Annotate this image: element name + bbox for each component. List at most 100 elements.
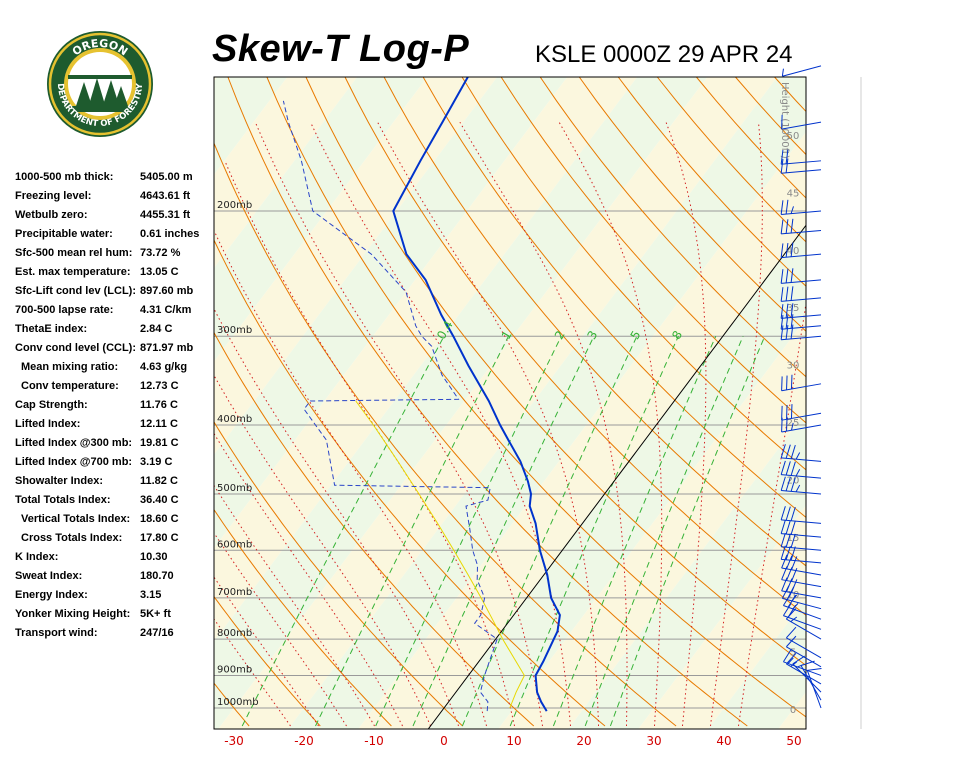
index-value: 18.60 C xyxy=(140,513,179,525)
index-row: Precipitable water: 0.61 inches xyxy=(15,225,215,244)
axis-labels: 0.4 1 2 3 5 8200mb300mb400mb500mb600mb700mb80… xyxy=(213,76,807,748)
index-value: 12.11 C xyxy=(140,418,178,430)
index-row: 700-500 lapse rate: 4.31 C/km xyxy=(15,301,215,320)
height-tick-label: 0 xyxy=(790,705,796,716)
dry-adiabat xyxy=(344,77,806,616)
temperature-band xyxy=(0,77,77,729)
index-value: 19.81 C xyxy=(140,437,179,449)
index-row: Est. max temperature: 13.05 C xyxy=(15,263,215,282)
mixing-ratio-line xyxy=(461,335,638,727)
temperature-trace xyxy=(392,77,561,712)
wind-barb xyxy=(780,286,822,302)
index-label: Conv cond level (CCL): xyxy=(15,342,137,354)
index-value: 4.31 C/km xyxy=(140,304,192,316)
index-row: 1000-500 mb thick: 5405.00 m xyxy=(15,168,215,187)
dry-adiabat xyxy=(578,77,806,332)
mixing-ratio-line xyxy=(412,335,595,727)
wind-barb xyxy=(781,577,822,599)
wind-barb xyxy=(780,268,822,284)
height-tick-label: 40 xyxy=(787,246,800,257)
wind-barb xyxy=(781,374,822,392)
moist-adiabat xyxy=(254,122,543,727)
index-label: ThetaE index: xyxy=(15,323,88,335)
temperature-tick-label: 50 xyxy=(786,734,801,748)
temperature-band xyxy=(498,318,806,729)
index-label: Precipitable water: xyxy=(15,228,113,240)
index-row: Cap Strength: 11.76 C xyxy=(15,396,215,415)
index-value: 3.19 C xyxy=(140,456,173,468)
moist-adiabat xyxy=(214,618,291,727)
pressure-label: 900mb xyxy=(217,664,252,675)
temperature-tick-label: -10 xyxy=(364,734,384,748)
dry-adiabat xyxy=(214,331,535,727)
zero-isotherm xyxy=(427,224,806,729)
index-row: Freezing level: 4643.61 ft xyxy=(15,187,215,206)
temperature-band xyxy=(218,77,778,729)
pressure-label: 400mb xyxy=(217,414,252,425)
wind-barb xyxy=(785,652,822,685)
wind-barb xyxy=(780,519,822,538)
wind-barb xyxy=(780,149,822,165)
wind-barb xyxy=(780,532,822,551)
index-row: Vertical Totals Index: 18.60 C xyxy=(15,510,215,529)
temperature-band xyxy=(778,692,806,729)
index-row: Energy Index: 3.15 xyxy=(15,586,215,605)
svg-text:OREGON: OREGON xyxy=(70,37,130,59)
index-label: Transport wind: xyxy=(15,627,98,639)
temperature-band xyxy=(358,132,806,729)
pressure-label: 200mb xyxy=(217,200,252,211)
logo-text-top: OREGON xyxy=(70,37,130,59)
parcel-trace xyxy=(355,400,525,709)
index-value: 247/16 xyxy=(140,627,174,639)
index-label: K Index: xyxy=(15,551,59,563)
index-value: 871.97 mb xyxy=(140,342,194,354)
index-label: Lifted Index @700 mb: xyxy=(15,456,133,468)
dry-adiabat xyxy=(539,77,806,378)
dry-adiabat xyxy=(214,421,463,727)
index-row: Lifted Index @300 mb: 19.81 C xyxy=(15,434,215,453)
wind-barb xyxy=(781,114,822,130)
pressure-label: 500mb xyxy=(217,483,252,494)
index-value: 36.40 C xyxy=(140,494,179,506)
index-value: 11.82 C xyxy=(140,475,178,487)
pressure-label: 600mb xyxy=(217,539,252,550)
temperature-band xyxy=(568,412,806,729)
wind-barb xyxy=(780,444,822,462)
wind-barb xyxy=(782,649,822,676)
index-value: 13.05 C xyxy=(140,266,179,278)
wind-barb xyxy=(781,404,822,421)
dry-adiabat xyxy=(214,239,606,727)
index-row: Mean mixing ratio: 4.63 g/kg xyxy=(15,358,215,377)
temperature-tick-label: -20 xyxy=(294,734,314,748)
index-label: Total Totals Index: xyxy=(15,494,111,506)
stability-indices-panel: 1000-500 mb thick: 5405.00 m Freezing leve… xyxy=(15,168,215,643)
wind-barb xyxy=(781,554,822,576)
temperature-bands xyxy=(0,77,806,729)
index-value: 73.72 % xyxy=(140,247,181,259)
index-label: Lifted Index @300 mb: xyxy=(15,437,133,449)
index-row: Sfc-Lift cond lev (LCL): 897.60 mb xyxy=(15,282,215,301)
wind-barb xyxy=(780,506,822,524)
chart-title: Skew-T Log-P xyxy=(212,28,470,70)
temperature-band xyxy=(288,77,806,729)
dry-adiabat xyxy=(227,77,748,727)
pressure-label: 1000mb xyxy=(217,697,259,708)
index-value: 5405.00 m xyxy=(140,171,193,183)
plot-frame xyxy=(213,76,807,730)
index-value: 12.73 C xyxy=(140,380,179,392)
moist-adiabat xyxy=(224,160,515,727)
wind-barb xyxy=(785,626,822,659)
index-value: 4643.61 ft xyxy=(140,190,191,202)
height-tick-label: 10 xyxy=(787,590,800,601)
wind-barb xyxy=(780,460,822,479)
index-row: K Index: 10.30 xyxy=(15,548,215,567)
index-row: Lifted Index: 12.11 C xyxy=(15,415,215,434)
temperature-tick-label: -30 xyxy=(224,734,244,748)
wind-barb xyxy=(785,635,822,668)
index-label: Energy Index: xyxy=(15,589,88,601)
pressure-label: 800mb xyxy=(217,628,252,639)
wind-barb xyxy=(780,476,822,495)
index-value: 17.80 C xyxy=(140,532,179,544)
mixing-ratio-line xyxy=(609,336,766,727)
